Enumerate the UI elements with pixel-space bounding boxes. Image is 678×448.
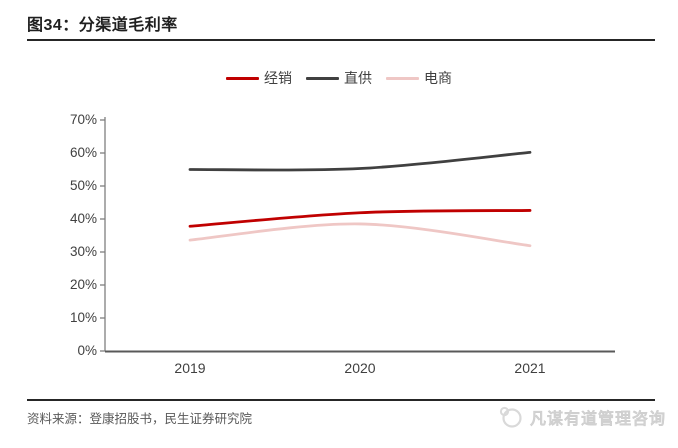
x-tick-label: 2019 <box>174 360 206 376</box>
legend-line-swatch <box>386 76 419 80</box>
watermark-text: 凡谋有道管理咨询 <box>529 411 666 428</box>
y-tick-label: 10% <box>69 310 97 325</box>
legend-label: 直供 <box>344 70 372 86</box>
legend-item-经销: 经销 <box>226 68 292 88</box>
y-tick-label: 30% <box>69 244 97 259</box>
chart-legend: 经销 直供 电商 <box>0 68 678 88</box>
legend-line-swatch <box>226 76 259 80</box>
legend-line-swatch <box>306 76 339 80</box>
legend-item-直供: 直供 <box>306 68 372 88</box>
watermark-logo-icon <box>499 406 522 428</box>
x-tick-label: 2020 <box>344 360 376 376</box>
y-tick-label: 0% <box>77 343 97 358</box>
series-line-电商 <box>188 222 532 248</box>
x-tick-label: 2021 <box>514 360 546 376</box>
source-text: 资料来源：登康招股书，民生证券研究院 <box>27 412 253 426</box>
figure-title: 图34：分渠道毛利率 <box>27 17 178 34</box>
y-tick-label: 40% <box>69 211 97 226</box>
watermark: 凡谋有道管理咨询 <box>498 404 666 430</box>
title-divider <box>27 39 655 41</box>
legend-item-电商: 电商 <box>386 68 452 88</box>
series-line-直供 <box>188 150 532 172</box>
series-line-经销 <box>188 209 532 228</box>
source-divider <box>27 399 655 401</box>
y-tick-label: 60% <box>69 145 97 160</box>
y-tick-label: 50% <box>69 178 97 193</box>
y-tick-label: 20% <box>69 277 97 292</box>
y-tick-label: 70% <box>69 112 97 127</box>
legend-label: 经销 <box>264 70 292 86</box>
legend-label: 电商 <box>424 70 452 86</box>
